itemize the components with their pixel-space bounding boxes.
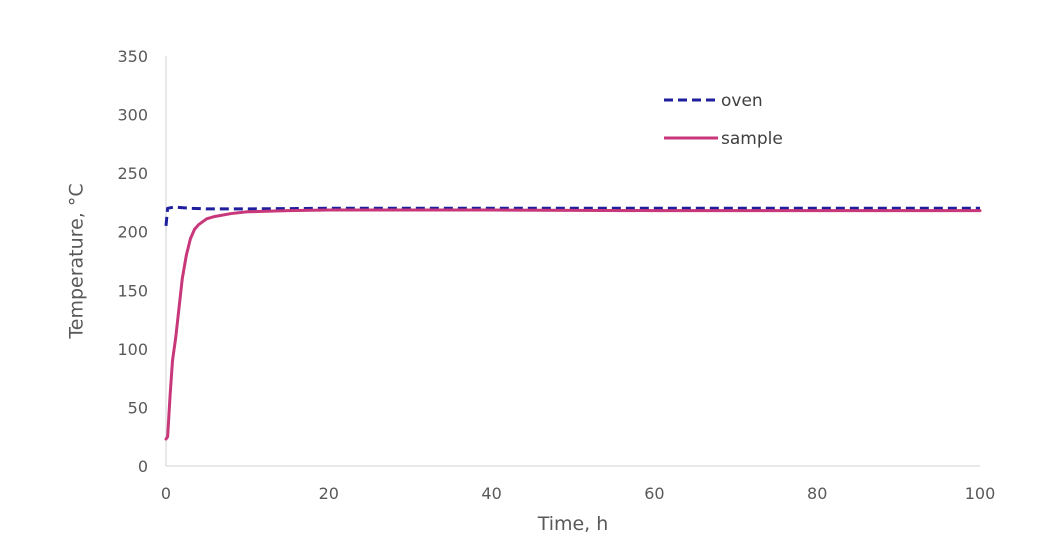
y-tick-label: 200 xyxy=(117,223,148,242)
x-axis-tick-labels: 0 20 40 60 80 100 xyxy=(161,484,995,503)
legend-label-sample: sample xyxy=(721,129,783,149)
series-line-sample xyxy=(164,208,982,441)
y-tick-label: 250 xyxy=(117,164,148,183)
y-axis-title: Temperature, °C xyxy=(66,183,88,339)
y-tick-label: 150 xyxy=(117,281,148,300)
y-axis-tick-labels: 0 50 100 150 200 250 300 350 xyxy=(117,47,148,476)
legend-label-oven: oven xyxy=(721,91,763,111)
y-tick-label: 0 xyxy=(138,457,148,476)
x-tick-label: 60 xyxy=(644,484,664,503)
x-axis-title: Time, h xyxy=(537,513,609,535)
x-tick-label: 40 xyxy=(481,484,501,503)
x-tick-label: 0 xyxy=(161,484,171,503)
x-tick-label: 20 xyxy=(319,484,339,503)
y-tick-label: 100 xyxy=(117,340,148,359)
series-layer xyxy=(164,205,982,441)
y-tick-label: 350 xyxy=(117,47,148,66)
series-line-oven xyxy=(164,205,980,226)
x-tick-label: 100 xyxy=(965,484,996,503)
y-tick-label: 300 xyxy=(117,106,148,125)
x-tick-label: 80 xyxy=(807,484,827,503)
y-tick-label: 50 xyxy=(128,398,148,417)
legend: oven sample xyxy=(664,91,783,149)
